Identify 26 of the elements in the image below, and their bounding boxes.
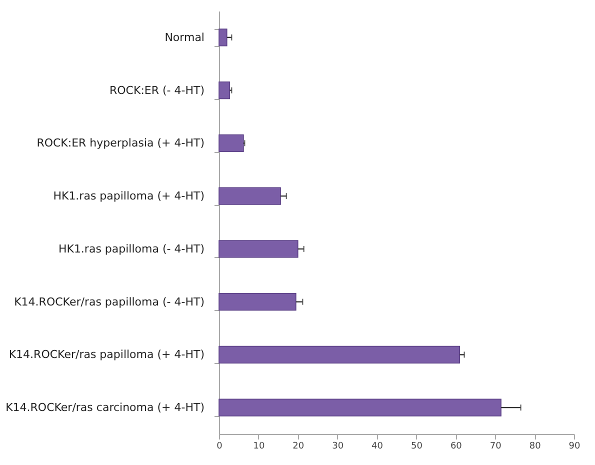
x-tick-label: 0	[216, 442, 223, 452]
x-tick-label: 20	[292, 442, 304, 452]
y-tick-label: Normal	[164, 30, 204, 44]
y-tick-label: ROCK:ER hyperplasia (+ 4-HT)	[36, 136, 204, 150]
x-tick-label: 90	[568, 442, 580, 452]
x-tick-label: 40	[372, 442, 384, 452]
y-tick-label: HK1.ras papilloma (- 4-HT)	[58, 242, 204, 256]
bar	[218, 292, 296, 311]
x-tick-label: 50	[410, 442, 423, 452]
y-tick-label: K14.ROCKer/ras papilloma (+ 4-HT)	[8, 348, 204, 362]
bar	[218, 346, 460, 364]
bar	[218, 240, 298, 258]
x-tick-label: 70	[490, 442, 502, 452]
x-tick-label: 10	[253, 442, 265, 452]
x-tick-label: 80	[529, 442, 542, 452]
bar	[218, 81, 230, 100]
y-tick-label: HK1.ras papilloma (+ 4-HT)	[53, 190, 204, 203]
x-tick-label: 60	[450, 442, 462, 452]
y-tick-label: ROCK:ER (- 4-HT)	[110, 84, 204, 97]
x-tick-label: 30	[332, 442, 344, 452]
y-tick-label: K14.ROCKer/ras carcinoma (+ 4-HT)	[6, 401, 204, 414]
bar	[218, 187, 281, 205]
bar	[218, 398, 502, 416]
bar	[218, 134, 244, 152]
bar	[218, 28, 228, 46]
y-tick-label: K14.ROCKer/ras papilloma (- 4-HT)	[14, 295, 204, 308]
